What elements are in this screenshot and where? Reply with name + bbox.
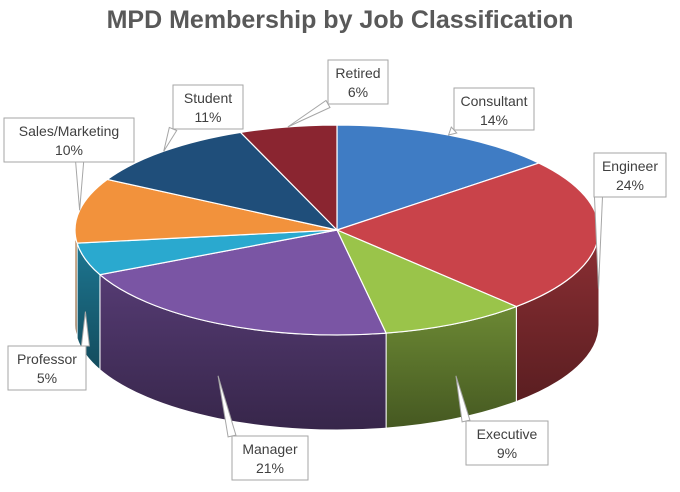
data-label-value: 10%	[55, 142, 83, 158]
pie-callouts: Consultant 14% Engineer 24% Executive 9% Manag…	[3, 59, 667, 481]
slice-manager	[98, 229, 388, 336]
data-label-consultant: Consultant 14%	[447, 87, 535, 136]
slice-executive	[335, 228, 518, 334]
data-label-value: 14%	[480, 112, 508, 128]
data-label-value: 24%	[616, 177, 644, 193]
pie-sides	[74, 229, 600, 431]
data-label-category: Sales/Marketing	[19, 123, 119, 139]
data-label-engineer: Engineer 24%	[593, 152, 667, 289]
data-label-value: 5%	[37, 370, 57, 386]
data-label-sales-marketing: Sales/Marketing 10%	[3, 117, 135, 211]
data-label-category: Student	[184, 90, 232, 106]
data-label-category: Manager	[242, 441, 298, 457]
data-label-executive: Executive 9%	[455, 375, 549, 466]
data-label-value: 21%	[256, 460, 284, 476]
slice-side-sales-marketing	[74, 229, 78, 339]
data-label-category: Executive	[477, 426, 538, 442]
data-label-retired: Retired 6%	[287, 59, 389, 128]
data-label-manager: Manager 21%	[217, 375, 309, 481]
data-label-professor: Professor 5%	[7, 311, 90, 391]
data-label-value: 6%	[348, 84, 368, 100]
chart-title: MPD Membership by Job Classification	[106, 6, 574, 34]
data-label-category: Professor	[17, 351, 77, 367]
data-label-category: Engineer	[602, 158, 658, 174]
data-label-value: 9%	[497, 445, 517, 461]
pie-tops	[74, 124, 600, 336]
data-label-category: Retired	[335, 65, 380, 81]
data-label-category: Consultant	[461, 93, 528, 109]
data-label-student: Student 11%	[163, 84, 244, 152]
data-label-value: 11%	[195, 109, 222, 125]
